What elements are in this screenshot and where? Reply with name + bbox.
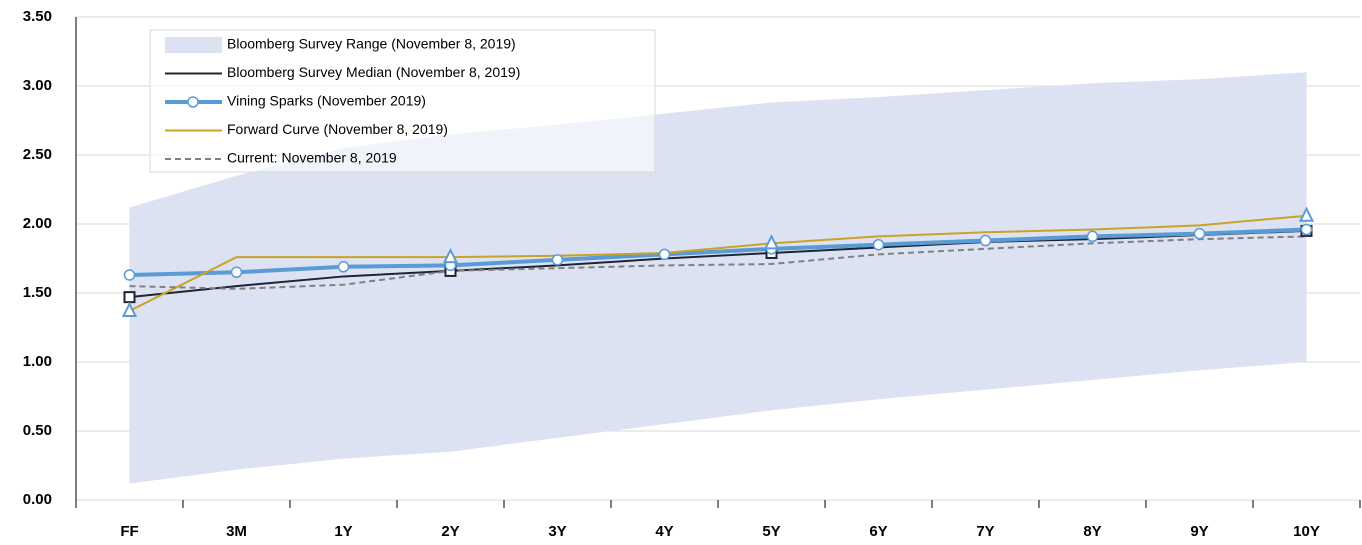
x-tick-label: 3Y: [548, 523, 566, 540]
y-tick-label: 3.50: [23, 8, 52, 25]
y-tick-label: 1.00: [23, 353, 52, 370]
marker: [872, 238, 885, 251]
marker: [1300, 223, 1313, 236]
x-tick-label: 10Y: [1293, 523, 1320, 540]
legend-box: [149, 29, 656, 173]
x-tick-label: 7Y: [976, 523, 994, 540]
marker: [230, 266, 243, 279]
legend-swatch: [165, 37, 222, 53]
x-tick-label: 5Y: [762, 523, 780, 540]
legend-label: Vining Sparks (November 2019): [227, 93, 426, 109]
legend-label: Forward Curve (November 8, 2019): [227, 121, 448, 137]
x-tick-label: FF: [120, 523, 138, 540]
y-tick-label: 2.50: [23, 146, 52, 163]
x-tick-label: 3M: [226, 523, 247, 540]
marker: [442, 247, 459, 264]
legend-label: Bloomberg Survey Range (November 8, 2019…: [227, 36, 516, 52]
y-tick-label: 3.00: [23, 77, 52, 94]
x-tick-label: 8Y: [1083, 523, 1101, 540]
x-tick-label: 1Y: [334, 523, 352, 540]
marker: [658, 248, 671, 261]
marker: [979, 234, 992, 247]
marker: [121, 301, 138, 317]
marker: [763, 234, 780, 250]
x-tick-label: 4Y: [655, 523, 673, 540]
series-line: [129, 214, 1307, 312]
marker: [337, 261, 350, 273]
y-tick-label: 0.00: [23, 491, 52, 508]
y-tick-label: 0.50: [23, 422, 52, 439]
legend-label: Bloomberg Survey Median (November 8, 201…: [227, 64, 520, 80]
marker: [123, 269, 136, 281]
marker: [1086, 230, 1099, 243]
x-tick-label: 9Y: [1190, 523, 1208, 540]
y-tick-label: 1.50: [23, 284, 52, 301]
legend-label: Current: November 8, 2019: [227, 150, 397, 166]
series-line: [129, 235, 1307, 290]
range-area: [129, 72, 1307, 484]
x-tick-label: 6Y: [869, 523, 887, 540]
marker: [1193, 227, 1206, 240]
series-line: [129, 229, 1307, 299]
series-line: [129, 227, 1307, 278]
marker: [123, 291, 136, 304]
marker: [1298, 206, 1315, 222]
y-tick-label: 2.00: [23, 215, 52, 232]
x-tick-label: 2Y: [441, 523, 459, 540]
legend-marker: [187, 96, 199, 108]
marker: [551, 254, 564, 266]
